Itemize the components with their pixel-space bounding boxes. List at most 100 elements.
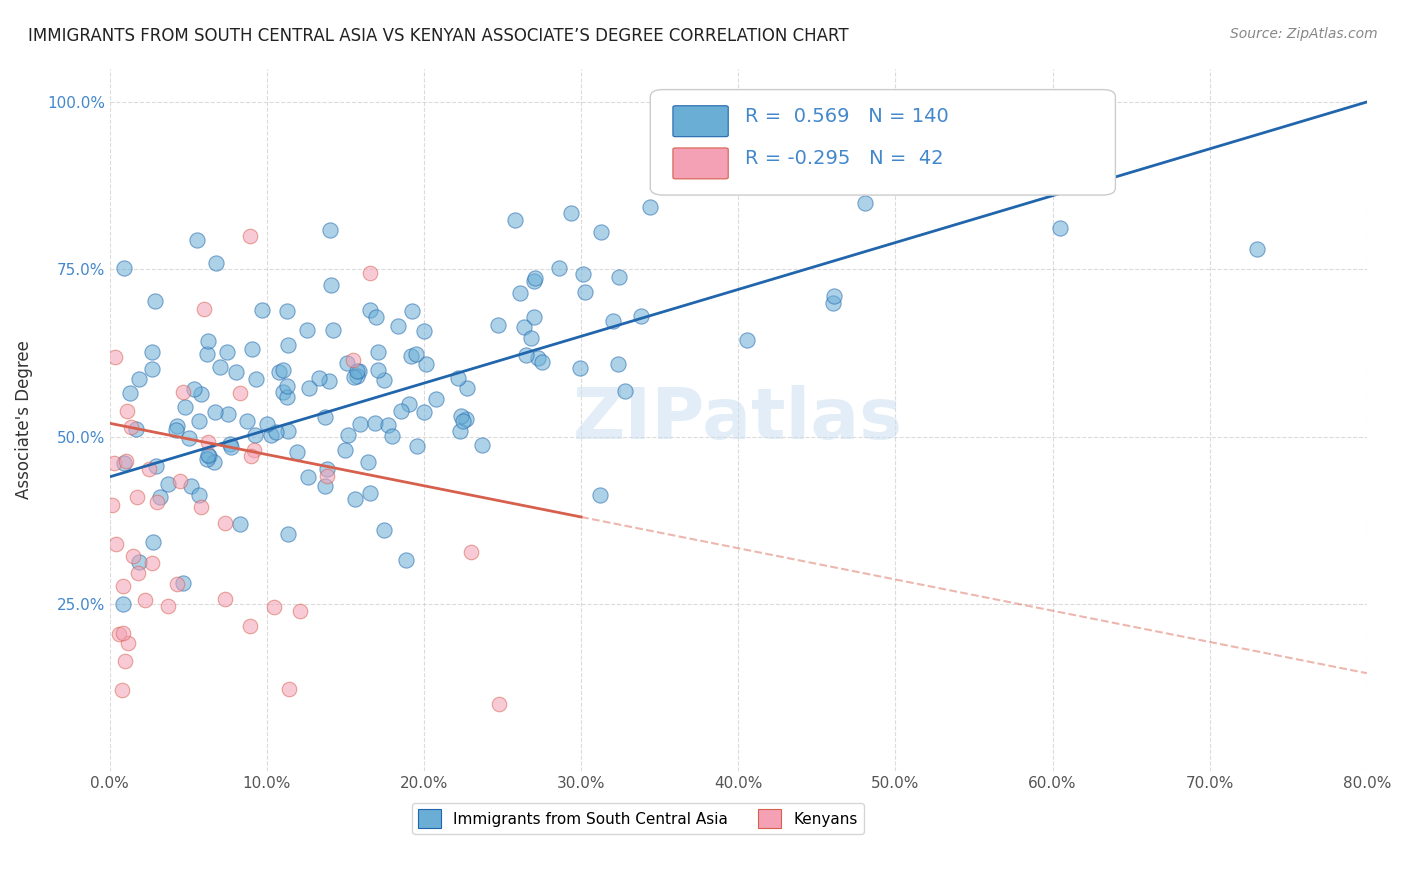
Point (367, 345, 389, 359)
Point (104, 536, 127, 550)
Point (225, 365, 247, 379)
Point (364, 310, 387, 325)
Point (297, 470, 319, 484)
Point (229, 386, 252, 401)
Point (114, 454, 136, 468)
Point (138, 462, 160, 476)
Point (425, 392, 447, 406)
Point (112, 261, 135, 276)
Point (523, 274, 546, 288)
Point (190, 387, 212, 401)
Point (322, 323, 344, 337)
Point (111, 683, 134, 698)
Text: R = -0.295   N =  42: R = -0.295 N = 42 (745, 149, 943, 168)
Point (276, 390, 298, 404)
Text: ZIPatlas: ZIPatlas (574, 385, 903, 454)
Point (319, 223, 342, 237)
Point (264, 425, 287, 439)
Point (188, 488, 211, 502)
Point (606, 357, 628, 371)
Point (190, 500, 212, 514)
Point (166, 418, 188, 433)
Point (277, 425, 299, 439)
Point (172, 385, 194, 400)
Point (145, 293, 167, 308)
Point (198, 449, 221, 463)
Point (349, 417, 371, 431)
Point (169, 474, 191, 488)
Point (395, 553, 418, 567)
Point (315, 462, 337, 476)
Point (240, 450, 263, 464)
Point (512, 320, 534, 334)
Point (219, 440, 242, 454)
Point (236, 414, 259, 428)
Point (240, 342, 263, 356)
Point (360, 266, 382, 280)
Point (141, 361, 163, 376)
Point (197, 449, 219, 463)
Point (267, 365, 290, 379)
Point (638, 200, 661, 214)
Point (180, 479, 202, 493)
Point (128, 556, 150, 570)
Point (381, 428, 404, 442)
Point (127, 566, 149, 580)
Point (276, 379, 298, 393)
Point (531, 355, 554, 369)
Point (868, 161, 890, 176)
Point (134, 593, 156, 607)
Point (401, 303, 423, 318)
Legend: Immigrants from South Central Asia, Kenyans: Immigrants from South Central Asia, Keny… (412, 803, 863, 834)
Point (527, 351, 550, 365)
Point (214, 516, 236, 530)
FancyBboxPatch shape (673, 148, 728, 179)
Point (112, 597, 135, 611)
Point (356, 455, 378, 469)
Point (295, 323, 318, 337)
Point (145, 458, 167, 473)
Point (250, 302, 273, 317)
Point (197, 334, 219, 349)
Point (1049, 221, 1071, 235)
Point (548, 261, 571, 276)
Text: R =  0.569   N = 140: R = 0.569 N = 140 (745, 107, 948, 126)
Point (853, 196, 876, 211)
Point (172, 575, 194, 590)
Point (389, 404, 412, 418)
Point (165, 423, 187, 437)
Point (166, 576, 188, 591)
Point (449, 425, 471, 439)
Point (204, 405, 226, 419)
Point (821, 296, 844, 310)
Point (104, 351, 127, 365)
Point (263, 599, 285, 614)
Point (277, 338, 299, 352)
Point (271, 384, 294, 399)
Point (188, 414, 211, 428)
Point (602, 314, 624, 328)
Point (364, 416, 387, 430)
Point (186, 233, 208, 247)
Point (337, 428, 360, 442)
Point (149, 490, 172, 504)
Point (202, 455, 225, 469)
Point (290, 604, 312, 618)
Point (413, 324, 436, 338)
Point (454, 412, 477, 426)
Point (287, 444, 309, 458)
Point (359, 486, 381, 500)
Point (128, 372, 150, 386)
Point (823, 289, 845, 303)
Point (195, 347, 218, 361)
Point (183, 382, 205, 396)
Point (256, 417, 278, 432)
Point (523, 270, 546, 285)
Point (177, 432, 200, 446)
Point (486, 318, 509, 332)
Point (278, 681, 301, 696)
Point (122, 549, 145, 563)
Point (214, 591, 236, 606)
Point (112, 626, 135, 640)
Point (515, 348, 537, 362)
